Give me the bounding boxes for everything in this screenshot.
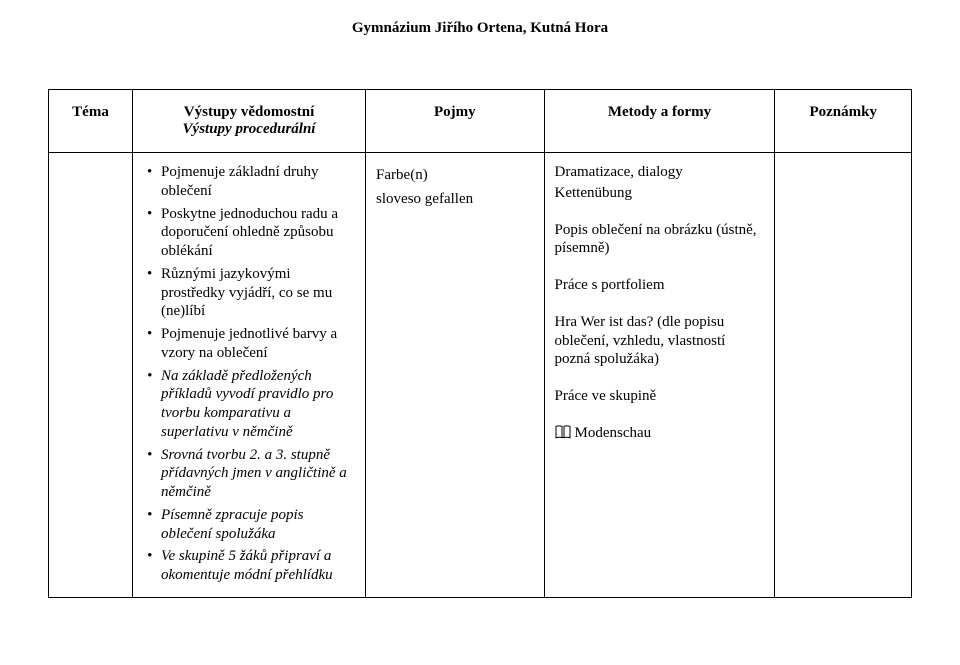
col-tema: Téma: [49, 90, 133, 153]
vystupy-list: Pojmenuje základní druhy oblečení Poskyt…: [143, 163, 355, 585]
col-vystupy-line2: Výstupy procedurální: [143, 121, 355, 138]
list-item: Poskytne jednoduchou radu a doporučení o…: [147, 205, 355, 261]
method-line: Práce s portfoliem: [555, 276, 765, 295]
method-text: Modenschau: [575, 425, 652, 441]
page-header: Gymnázium Jiřího Ortena, Kutná Hora: [48, 20, 912, 37]
pojmy-line: Farbe(n): [376, 163, 533, 187]
list-item: Písemně zpracuje popis oblečení spolužák…: [147, 506, 355, 544]
table-header-row: Téma Výstupy vědomostní Výstupy procedur…: [49, 90, 912, 153]
method-line: Dramatizace, dialogy: [555, 163, 765, 182]
book-icon: [555, 425, 571, 445]
table-row: Pojmenuje základní druhy oblečení Poskyt…: [49, 153, 912, 598]
col-metody: Metody a formy: [544, 90, 775, 153]
list-item: Pojmenuje jednotlivé barvy a vzory na ob…: [147, 325, 355, 363]
method-line: Popis oblečení na obrázku (ústně, písemn…: [555, 221, 765, 259]
list-item: Různými jazykovými prostředky vyjádří, c…: [147, 265, 355, 321]
curriculum-table: Téma Výstupy vědomostní Výstupy procedur…: [48, 89, 912, 598]
pojmy-block: Farbe(n) sloveso gefallen: [376, 163, 533, 211]
cell-vystupy: Pojmenuje základní druhy oblečení Poskyt…: [132, 153, 365, 598]
col-pojmy: Pojmy: [366, 90, 544, 153]
cell-pojmy: Farbe(n) sloveso gefallen: [366, 153, 544, 598]
method-line: Práce ve skupině: [555, 387, 765, 406]
method-line: Kettenübung: [555, 184, 765, 203]
list-item: Pojmenuje základní druhy oblečení: [147, 163, 355, 201]
list-item: Na základě předložených příkladů vyvodí …: [147, 367, 355, 442]
col-poznamky: Poznámky: [775, 90, 912, 153]
col-vystupy-line1: Výstupy vědomostní: [143, 104, 355, 121]
cell-metody: Dramatizace, dialogy Kettenübung Popis o…: [544, 153, 775, 598]
col-vystupy: Výstupy vědomostní Výstupy procedurální: [132, 90, 365, 153]
method-line: Hra Wer ist das? (dle popisu oblečení, v…: [555, 313, 765, 369]
page: Gymnázium Jiřího Ortena, Kutná Hora Téma…: [0, 0, 960, 665]
method-line-with-icon: Modenschau: [555, 424, 765, 445]
cell-poznamky: [775, 153, 912, 598]
list-item: Srovná tvorbu 2. a 3. stupně přídavných …: [147, 446, 355, 502]
list-item: Ve skupině 5 žáků připraví a okomentuje …: [147, 547, 355, 585]
cell-tema: [49, 153, 133, 598]
pojmy-line: sloveso gefallen: [376, 187, 533, 211]
